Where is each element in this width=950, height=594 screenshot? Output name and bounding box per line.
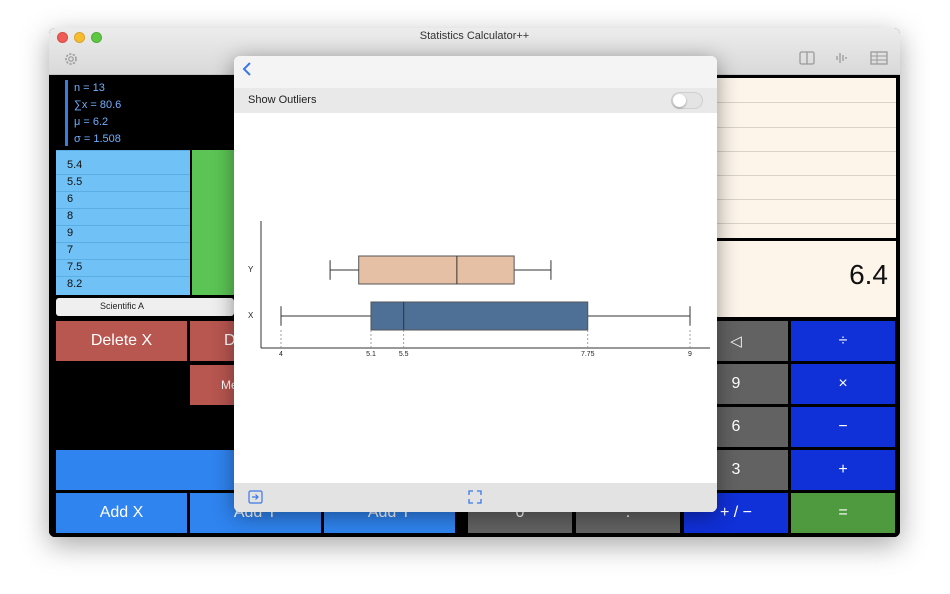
- row-divider: [56, 225, 190, 226]
- waveform-icon[interactable]: [835, 51, 849, 69]
- multiply-button[interactable]: ×: [791, 364, 895, 404]
- split-view-icon[interactable]: [799, 51, 815, 69]
- segment-scientific-a[interactable]: Scientific A: [99, 301, 145, 311]
- row-divider: [56, 191, 190, 192]
- series-label-x: X: [248, 311, 254, 320]
- tape-line: [717, 151, 896, 152]
- row-divider: [56, 208, 190, 209]
- divide-button[interactable]: ÷: [791, 321, 895, 361]
- minimize-window-button[interactable]: [74, 32, 85, 43]
- window-title: Statistics Calculator++: [419, 30, 530, 42]
- delete-x-button[interactable]: Delete X: [56, 321, 187, 361]
- stat-sum: ∑x = 80.6: [74, 99, 122, 111]
- chevron-left-icon[interactable]: [241, 61, 253, 81]
- export-icon[interactable]: [248, 490, 263, 509]
- series-label-y: Y: [248, 265, 254, 274]
- result-display: 6.4: [717, 241, 896, 317]
- display-value: 6.4: [849, 259, 888, 290]
- zoom-window-button[interactable]: [91, 32, 102, 43]
- tape-line: [717, 199, 896, 200]
- row-divider: [56, 242, 190, 243]
- stats-accent-bar: [65, 80, 68, 146]
- stat-sd: σ = 1.508: [74, 133, 121, 145]
- show-outliers-toggle[interactable]: [671, 92, 703, 109]
- equals-button[interactable]: =: [791, 493, 895, 533]
- close-window-button[interactable]: [57, 32, 68, 43]
- boxplot-popover: Show Outliers 4 5.1 5.5 7.75 9 Y X: [234, 56, 717, 512]
- gear-icon[interactable]: [63, 51, 79, 71]
- blue-action-button[interactable]: [56, 450, 246, 490]
- popover-header: [234, 56, 717, 88]
- plus-button[interactable]: +: [791, 450, 895, 490]
- title-bar: Statistics Calculator++: [49, 28, 900, 75]
- row-divider: [56, 174, 190, 175]
- list-item[interactable]: 5.4: [67, 159, 83, 171]
- tick-label-4: 4: [279, 351, 283, 358]
- fullscreen-icon[interactable]: [468, 490, 482, 509]
- list-item[interactable]: 5.5: [67, 176, 83, 188]
- box-plot-chart: 4 5.1 5.5 7.75 9 Y X: [248, 221, 710, 358]
- minus-button[interactable]: −: [791, 407, 895, 447]
- tick-label-9: 9: [688, 351, 692, 358]
- list-item[interactable]: 7: [67, 244, 74, 256]
- row-divider: [56, 276, 190, 277]
- stat-n: n = 13: [74, 82, 105, 94]
- tick-label-5.5: 5.5: [399, 351, 409, 358]
- add-x-button[interactable]: Add X: [56, 493, 187, 533]
- toggle-knob: [673, 94, 686, 107]
- list-item[interactable]: 9: [67, 227, 74, 239]
- show-outliers-row: Show Outliers: [234, 88, 717, 113]
- list-item[interactable]: 8: [67, 210, 74, 222]
- tape-line: [717, 102, 896, 103]
- list-item[interactable]: 7.5: [67, 261, 83, 273]
- stat-mean: μ = 6.2: [74, 116, 109, 128]
- tape-line: [717, 127, 896, 128]
- tick-label-7.75: 7.75: [581, 351, 595, 358]
- table-icon[interactable]: [870, 51, 888, 69]
- box-y: [358, 255, 515, 285]
- tick-label-5.1: 5.1: [366, 351, 376, 358]
- history-tape: [717, 78, 896, 238]
- box-x: [370, 301, 589, 331]
- tape-line: [717, 175, 896, 176]
- mode-segment-control[interactable]: Scientific A: [56, 298, 234, 316]
- row-divider: [56, 150, 190, 151]
- list-item[interactable]: 6: [67, 193, 74, 205]
- list-item[interactable]: 8.2: [67, 278, 83, 290]
- stats-summary: n = 13 ∑x = 80.6 μ = 6.2 σ = 1.508: [56, 78, 233, 148]
- popover-footer: [234, 483, 717, 512]
- row-divider: [56, 259, 190, 260]
- tape-line: [717, 223, 896, 224]
- show-outliers-label: Show Outliers: [248, 94, 317, 106]
- y-data-column[interactable]: [192, 150, 234, 295]
- x-data-column[interactable]: 5.4 5.5 6 8 9 7 7.5 8.2: [56, 150, 190, 295]
